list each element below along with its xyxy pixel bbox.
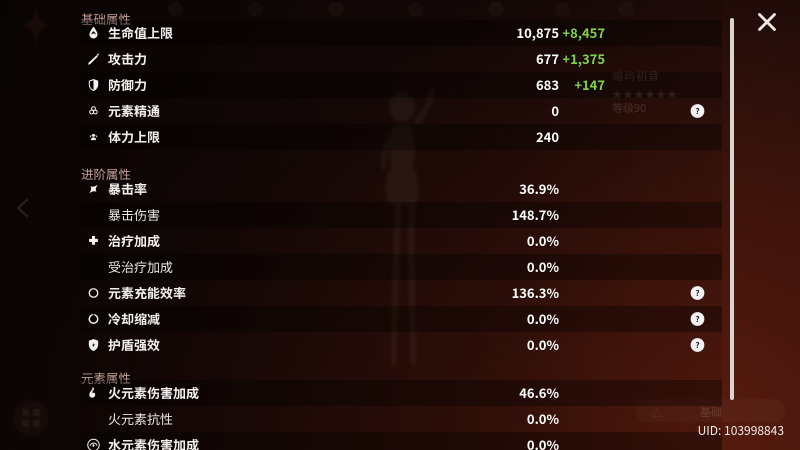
svg-text:?: ? — [695, 106, 699, 117]
svg-text:?: ? — [695, 288, 699, 299]
svg-text:?: ? — [695, 314, 699, 325]
svg-text:?: ? — [695, 340, 699, 351]
